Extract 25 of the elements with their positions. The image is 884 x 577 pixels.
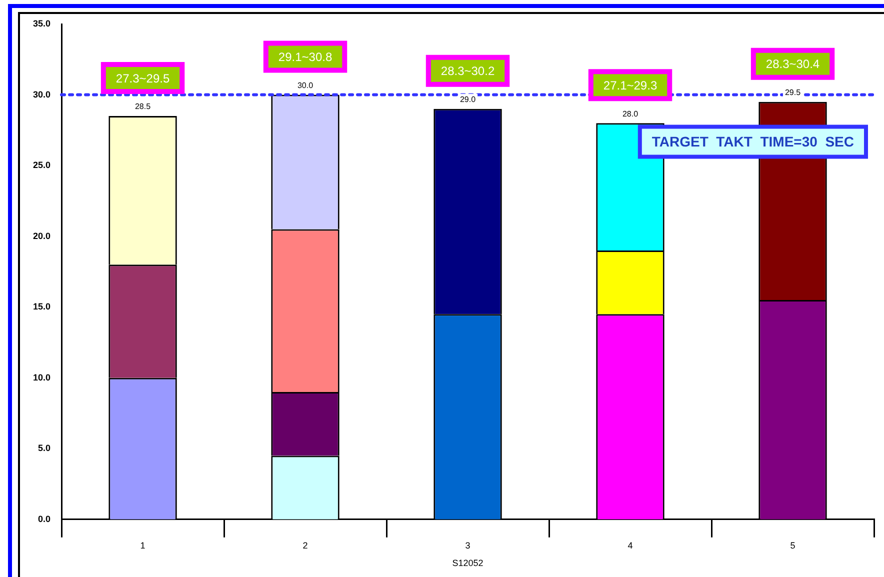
x-tick-label: 3 xyxy=(465,540,470,550)
y-tick-label: 10.0 xyxy=(32,372,51,382)
annotation: 27.1~29.3 xyxy=(603,78,658,92)
x-axis-title: S12052 xyxy=(452,558,484,568)
y-tick-label: 30.0 xyxy=(32,89,51,100)
total-label: 29.0 xyxy=(460,95,476,104)
ref-line-label: TARGET TAKT TIME=30 SEC xyxy=(652,134,854,150)
x-tick-label: 5 xyxy=(790,540,796,550)
y-tick-label: 25.0 xyxy=(32,160,51,170)
y-tick-label: 15.0 xyxy=(32,302,51,312)
x-tick-label: 4 xyxy=(628,540,633,550)
annotation: 27.3~29.5 xyxy=(116,71,170,86)
annotation: 28.3~30.2 xyxy=(440,64,495,78)
y-tick-label: 0.0 xyxy=(38,514,51,524)
y-tick-label: 5.0 xyxy=(38,443,51,454)
x-tick-label: 1 xyxy=(140,540,146,550)
total-label: 29.5 xyxy=(784,88,802,98)
annotation: 28.3~30.4 xyxy=(766,57,820,72)
annotation: 29.1~30.8 xyxy=(278,50,332,64)
total-label: 28.5 xyxy=(134,102,152,112)
total-label: 30.0 xyxy=(297,80,314,90)
x-tick-label: 2 xyxy=(302,540,308,550)
total-label: 28.0 xyxy=(622,109,639,118)
y-tick-label: 35.0 xyxy=(32,18,51,28)
y-tick-label: 20.0 xyxy=(32,230,51,241)
